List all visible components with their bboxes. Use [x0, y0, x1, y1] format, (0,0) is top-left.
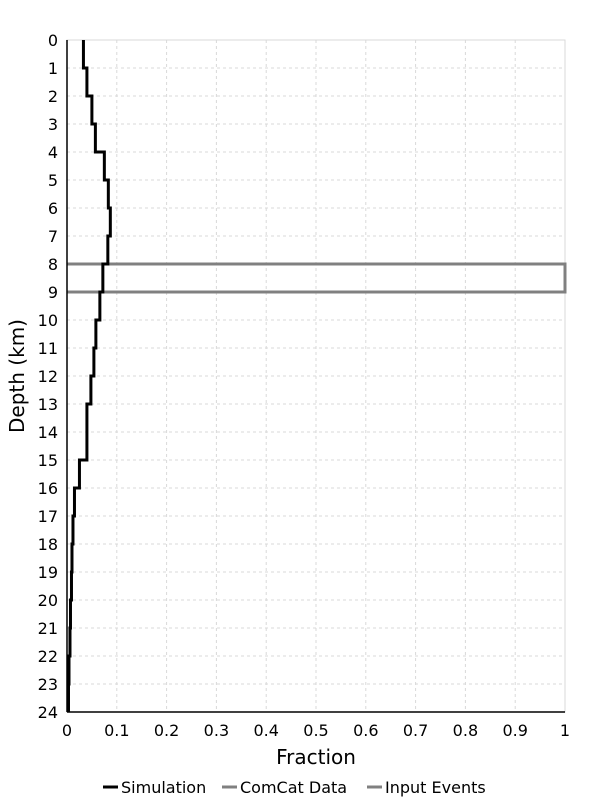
grid: [67, 40, 565, 712]
y-tick-label: 5: [48, 171, 58, 190]
simulation-line: [66, 40, 112, 712]
y-tick-label: 9: [48, 283, 58, 302]
y-tick-label: 8: [48, 255, 58, 274]
y-tick-label: 11: [38, 339, 58, 358]
y-tick-label: 14: [38, 423, 58, 442]
legend-label-comcat: ComCat Data: [240, 778, 347, 797]
x-tick-label: 0.7: [403, 721, 428, 740]
x-tick-label: 0.9: [502, 721, 527, 740]
y-tick-label: 12: [38, 367, 58, 386]
y-tick-label: 22: [38, 647, 58, 666]
y-tick-label: 19: [38, 563, 58, 582]
x-tick-labels: 0 0.1 0.2 0.3 0.4 0.5 0.6 0.7 0.8 0.9 1: [62, 721, 570, 740]
y-tick-label: 23: [38, 675, 58, 694]
y-tick-label: 13: [38, 395, 58, 414]
y-tick-label: 6: [48, 199, 58, 218]
y-tick-label: 2: [48, 87, 58, 106]
legend-label-input-events: Input Events: [385, 778, 486, 797]
x-tick-label: 0.2: [154, 721, 179, 740]
y-tick-label: 7: [48, 227, 58, 246]
x-tick-label: 1: [560, 721, 570, 740]
comcat-data-bar: [67, 262, 567, 294]
y-tick-label: 18: [38, 535, 58, 554]
x-tick-label: 0.5: [303, 721, 328, 740]
y-axis-title: Depth (km): [5, 319, 29, 433]
x-tick-label: 0.1: [104, 721, 129, 740]
x-tick-label: 0: [62, 721, 72, 740]
y-tick-label: 17: [38, 507, 58, 526]
x-tick-label: 0.4: [253, 721, 278, 740]
x-axis-title: Fraction: [276, 745, 356, 769]
legend: Simulation ComCat Data Input Events: [103, 778, 486, 797]
x-tick-label: 0.3: [204, 721, 229, 740]
y-tick-label: 16: [38, 479, 58, 498]
y-tick-label: 4: [48, 143, 58, 162]
y-tick-label: 10: [38, 311, 58, 330]
x-tick-label: 0.6: [353, 721, 378, 740]
x-tick-label: 0.8: [453, 721, 478, 740]
y-tick-label: 15: [38, 451, 58, 470]
y-tick-label: 3: [48, 115, 58, 134]
y-tick-label: 1: [48, 59, 58, 78]
legend-label-simulation: Simulation: [121, 778, 206, 797]
series-layer: [66, 40, 567, 712]
y-tick-label: 24: [38, 703, 58, 722]
y-tick-label: 21: [38, 619, 58, 638]
y-tick-label: 20: [38, 591, 58, 610]
y-tick-label: 0: [48, 31, 58, 50]
